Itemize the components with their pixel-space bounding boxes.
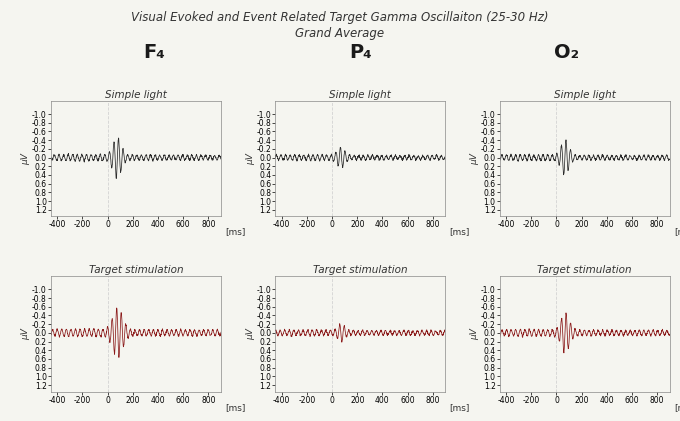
Title: Simple light: Simple light — [554, 90, 615, 100]
Text: P₄: P₄ — [349, 43, 372, 62]
Text: [ms]: [ms] — [449, 227, 470, 237]
Y-axis label: μV: μV — [471, 328, 479, 340]
Text: [ms]: [ms] — [674, 402, 680, 412]
Y-axis label: μV: μV — [22, 328, 31, 340]
Title: Target stimulation: Target stimulation — [537, 266, 632, 275]
Y-axis label: μV: μV — [246, 153, 255, 165]
Text: [ms]: [ms] — [225, 227, 245, 237]
Title: Target stimulation: Target stimulation — [88, 266, 184, 275]
Y-axis label: μV: μV — [246, 328, 255, 340]
Y-axis label: μV: μV — [471, 153, 479, 165]
Text: O₂: O₂ — [554, 43, 579, 62]
Text: Grand Average: Grand Average — [295, 27, 385, 40]
Title: Simple light: Simple light — [330, 90, 391, 100]
Text: F₄: F₄ — [143, 43, 165, 62]
Y-axis label: μV: μV — [22, 153, 31, 165]
Title: Target stimulation: Target stimulation — [313, 266, 408, 275]
Text: [ms]: [ms] — [449, 402, 470, 412]
Text: [ms]: [ms] — [225, 402, 245, 412]
Title: Simple light: Simple light — [105, 90, 167, 100]
Text: Visual Evoked and Event Related Target Gamma Oscillaiton (25-30 Hz): Visual Evoked and Event Related Target G… — [131, 11, 549, 24]
Text: [ms]: [ms] — [674, 227, 680, 237]
